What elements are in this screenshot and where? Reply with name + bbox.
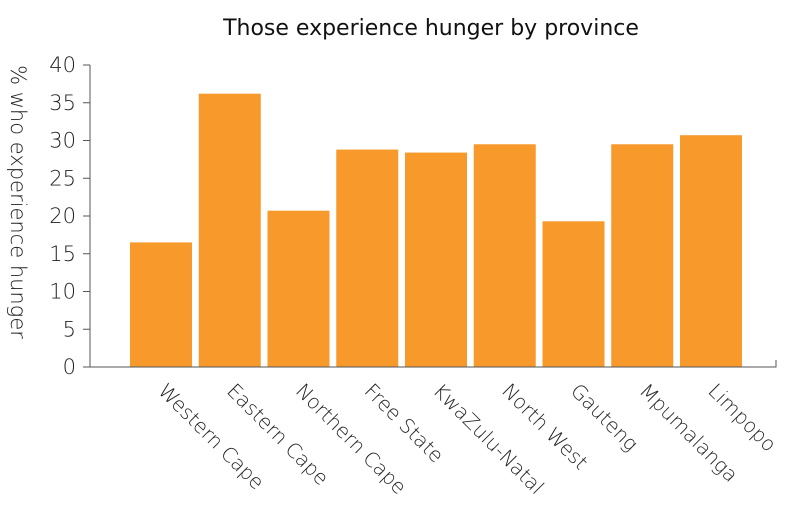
y-tick-label: 0 [63,355,76,379]
bar [473,144,536,367]
bar [267,210,330,367]
bar [405,152,467,367]
bar [680,135,742,367]
chart-title: Those experience hunger by province [222,16,639,41]
y-tick-label: 10 [49,280,76,304]
bar [611,144,674,367]
bar [336,149,399,367]
y-tick-label: 20 [49,204,76,228]
y-tick-label: 40 [49,53,76,77]
y-tick-label: 5 [63,317,76,341]
x-axis-line [90,360,777,368]
y-tick-label: 25 [49,166,76,190]
y-axis-label: % who experience hunger [6,65,30,339]
bars [130,93,742,367]
y-axis-line [83,64,91,368]
bar [130,242,192,367]
y-tick-label: 30 [49,129,76,153]
y-axis-ticks: 0 5 10 15 20 25 30 35 40 [49,53,76,379]
bar [542,221,605,367]
y-tick-label: 15 [49,242,76,266]
bar [198,93,261,367]
y-tick-label: 35 [49,91,76,115]
